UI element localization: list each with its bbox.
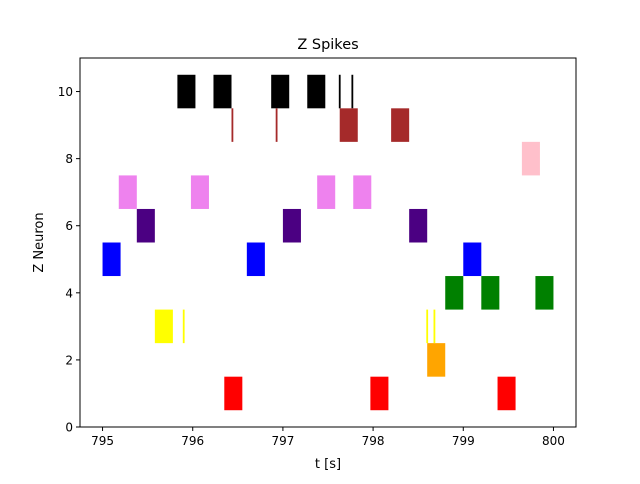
spike-marks [102, 74, 554, 411]
spike-mark [282, 208, 301, 243]
spike-mark [535, 276, 554, 310]
spike-mark [426, 309, 429, 344]
spike-mark [102, 242, 121, 277]
spike-mark [370, 376, 389, 411]
x-tick-label: 800 [542, 434, 565, 448]
x-tick-label: 798 [362, 434, 385, 448]
spike-mark [182, 309, 185, 344]
spike-mark [231, 108, 234, 142]
spike-mark [497, 376, 516, 411]
x-tick-label: 797 [271, 434, 294, 448]
x-tick-label: 799 [452, 434, 475, 448]
chart-title: Z Spikes [297, 37, 358, 53]
y-tick-label: 2 [65, 353, 73, 367]
spike-mark [154, 309, 173, 344]
spike-mark [481, 276, 500, 310]
y-tick-label: 10 [58, 85, 73, 99]
spike-mark [427, 343, 446, 377]
spike-mark [177, 74, 196, 109]
x-tick-label: 795 [91, 434, 114, 448]
spike-mark [271, 74, 290, 109]
spike-mark [351, 74, 354, 109]
x-axis-label: t [s] [315, 457, 341, 472]
y-axis-label: Z Neuron [32, 212, 47, 272]
spike-mark [409, 208, 428, 243]
spike-mark [521, 141, 540, 176]
spike-mark [224, 376, 243, 411]
spike-mark [445, 276, 464, 310]
spike-mark [317, 175, 336, 209]
spike-mark [190, 175, 209, 209]
plot-frame [79, 57, 577, 428]
x-axis-ticks: 795 796 797 798 799 800 [91, 427, 565, 448]
y-tick-label: 4 [65, 286, 73, 300]
spike-mark [433, 309, 436, 344]
spike-mark [275, 108, 278, 142]
y-tick-label: 8 [65, 152, 73, 166]
spike-mark [307, 74, 326, 109]
y-axis-ticks: 0 2 4 6 8 10 [58, 85, 80, 435]
spike-mark [339, 108, 358, 142]
y-tick-label: 0 [65, 421, 73, 435]
spike-mark [353, 175, 372, 209]
plot-area [80, 58, 576, 427]
y-tick-label: 6 [65, 219, 73, 233]
spike-mark [136, 208, 155, 243]
x-tick-label: 796 [181, 434, 204, 448]
spike-mark [118, 175, 137, 209]
spike-mark [338, 74, 341, 109]
spike-mark [246, 242, 265, 277]
spike-mark [463, 242, 482, 277]
spike-mark [391, 108, 410, 142]
spike-mark [213, 74, 232, 109]
